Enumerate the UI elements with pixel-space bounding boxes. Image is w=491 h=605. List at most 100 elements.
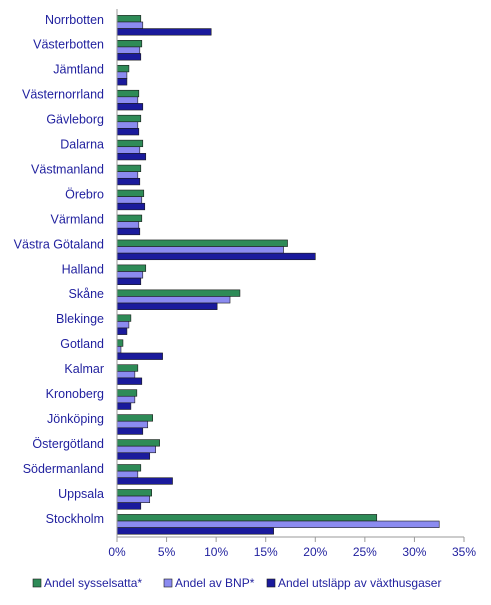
category-label: Skåne: [69, 287, 104, 301]
bar: [116, 377, 143, 385]
x-tick-label: 5%: [158, 545, 176, 559]
bar: [116, 128, 140, 136]
legend-label: Andel av BNP*: [175, 576, 255, 590]
x-tick-label: 35%: [452, 545, 476, 559]
category-label: Värmland: [51, 212, 105, 226]
bar: [116, 15, 142, 23]
category-label: Blekinge: [56, 312, 104, 326]
category-label: Västra Götaland: [14, 237, 104, 251]
category-label: Jönköping: [47, 412, 104, 426]
bar: [116, 121, 139, 129]
bar: [116, 502, 142, 510]
bar: [116, 477, 173, 485]
bar: [116, 364, 139, 372]
bar: [116, 252, 316, 261]
bar: [116, 464, 142, 472]
bar: [116, 114, 142, 123]
bar: [116, 71, 128, 79]
bar: [116, 414, 153, 422]
category-label: Kalmar: [64, 362, 104, 376]
bar: [116, 277, 142, 286]
category-label: Östergötland: [32, 437, 104, 451]
bar: [116, 352, 163, 360]
bar: [116, 164, 142, 172]
bar: [116, 96, 139, 104]
legend-swatch: [266, 578, 276, 588]
bar: [116, 214, 143, 222]
category-label: Västerbotten: [33, 38, 104, 52]
category-label: Örebro: [65, 187, 104, 201]
legend-label: Andel sysselsatta*: [44, 576, 142, 590]
bars-layer: [116, 15, 440, 535]
bar: [116, 202, 146, 211]
bar: [116, 146, 141, 154]
x-tick-label: 20%: [303, 545, 327, 559]
bar: [116, 289, 241, 297]
bar: [116, 452, 151, 460]
bar: [116, 103, 144, 111]
category-label: Halland: [62, 262, 104, 276]
bar: [116, 196, 143, 204]
category-label: Södermanland: [23, 462, 104, 476]
bar: [116, 171, 139, 179]
category-label: Dalarna: [60, 138, 104, 152]
legend-label: Andel utsläpp av växthusgaser: [278, 576, 441, 590]
bar: [116, 427, 144, 435]
bar: [116, 371, 136, 379]
axes: 0% 5% 10% 15% 20% 25% 30% 35%: [108, 9, 476, 559]
legend: Andel sysselsatta* Andel av BNP* Andel uts…: [32, 576, 441, 590]
bar: [116, 389, 138, 397]
bar: [116, 420, 149, 429]
category-label: Norrbotten: [45, 13, 104, 27]
bar: [116, 327, 128, 335]
x-tick-label: 25%: [353, 545, 377, 559]
category-label: Västernorrland: [22, 88, 104, 102]
bar: [116, 239, 288, 247]
bar: [116, 445, 156, 454]
bar: [116, 395, 136, 404]
legend-swatch: [32, 578, 42, 588]
bar: [116, 46, 141, 54]
bar: [116, 246, 284, 254]
bar: [116, 89, 140, 98]
bar: [116, 28, 212, 36]
category-label: Gotland: [60, 337, 104, 351]
bar: [116, 489, 153, 497]
category-label: Stockholm: [46, 512, 104, 526]
bar: [116, 514, 378, 522]
bar: [116, 520, 440, 528]
x-tick-label: 15%: [254, 545, 278, 559]
bar: [116, 346, 122, 354]
bar: [116, 527, 274, 535]
category-label: Uppsala: [58, 487, 104, 501]
bar: [116, 40, 143, 48]
legend-item: Andel sysselsatta*: [32, 576, 142, 590]
bar: [116, 495, 151, 503]
bar: [116, 139, 144, 148]
legend-item: Andel av BNP*: [163, 576, 255, 590]
bar: [116, 314, 132, 322]
bar: [116, 439, 160, 447]
category-label: Jämtland: [53, 63, 104, 77]
bar: [116, 302, 218, 310]
bar: [116, 153, 147, 161]
x-tick-label: 30%: [402, 545, 426, 559]
bar: [116, 339, 124, 347]
bar: [116, 321, 130, 329]
bar: [116, 264, 147, 272]
category-labels: Norrbotten Västerbotten Jämtland Västernorr…: [14, 13, 104, 526]
x-tick-label: 10%: [204, 545, 228, 559]
bar: [116, 221, 140, 229]
bar: [116, 189, 145, 197]
bar: [116, 470, 139, 479]
category-label: Gävleborg: [46, 113, 104, 127]
legend-swatch: [163, 578, 173, 588]
legend-item: Andel utsläpp av växthusgaser: [266, 576, 441, 590]
x-tick-label: 0%: [108, 545, 126, 559]
bar: [116, 21, 144, 29]
category-label: Kronoberg: [46, 387, 104, 401]
bar: [116, 227, 141, 236]
bar: [116, 402, 132, 410]
